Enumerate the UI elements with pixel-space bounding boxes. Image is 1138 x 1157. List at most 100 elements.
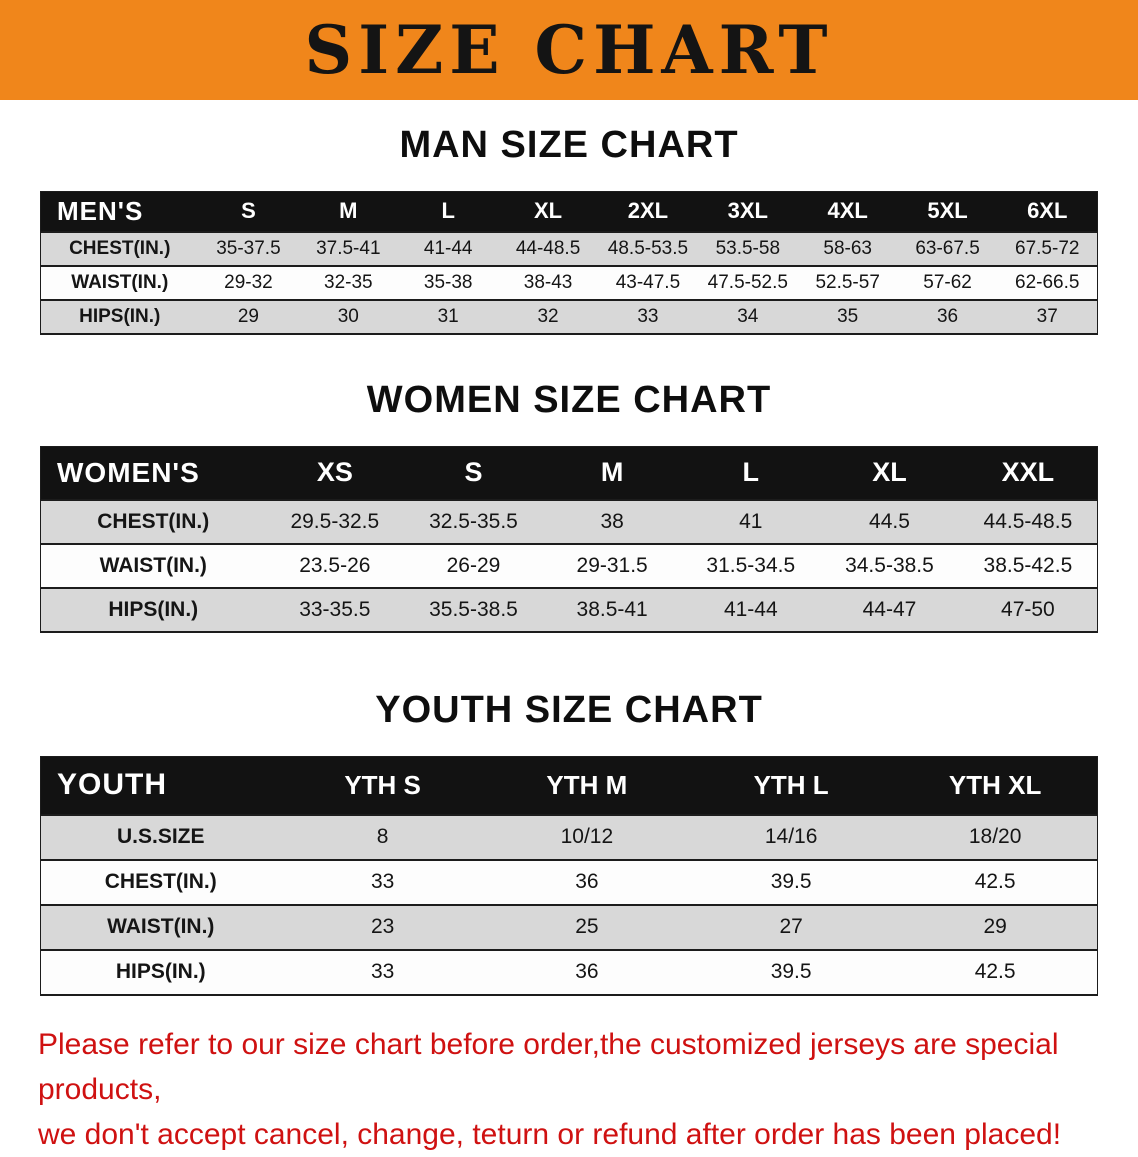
row-label: CHEST(IN.) bbox=[40, 499, 266, 544]
size-cell: 29-32 bbox=[198, 264, 299, 300]
size-cell: 8 bbox=[280, 813, 485, 860]
size-cell: 57-62 bbox=[897, 264, 998, 300]
row-label: CHEST(IN.) bbox=[40, 858, 281, 905]
size-cell: 31.5-34.5 bbox=[681, 543, 821, 588]
size-cell: 35.5-38.5 bbox=[404, 587, 543, 632]
size-cell: 39.5 bbox=[689, 858, 894, 905]
row-label: WAIST(IN.) bbox=[40, 903, 281, 950]
table-row: HIPS(IN.) 33 36 39.5 42.5 bbox=[40, 948, 1098, 995]
size-cell: 10/12 bbox=[484, 813, 689, 860]
size-cell: 25 bbox=[484, 903, 689, 950]
table-row: WAIST(IN.) 23 25 27 29 bbox=[40, 903, 1098, 950]
col-header: S bbox=[404, 446, 543, 500]
row-label: HIPS(IN.) bbox=[40, 948, 281, 995]
row-label: WAIST(IN.) bbox=[40, 543, 266, 588]
size-cell: 34.5-38.5 bbox=[820, 543, 959, 588]
women-table-title: WOMEN'S bbox=[40, 446, 266, 500]
size-cell: 18/20 bbox=[893, 813, 1098, 860]
size-cell: 47-50 bbox=[958, 587, 1098, 632]
disclaimer-note: Please refer to our size chart before or… bbox=[38, 1022, 1100, 1157]
men-section-heading: MAN SIZE CHART bbox=[399, 124, 739, 166]
size-cell: 23.5-26 bbox=[265, 543, 405, 588]
size-cell: 14/16 bbox=[689, 813, 894, 860]
size-cell: 35-37.5 bbox=[198, 230, 299, 266]
col-header: L bbox=[398, 191, 499, 232]
size-cell: 29 bbox=[198, 298, 299, 334]
table-row: CHEST(IN.) 29.5-32.5 32.5-35.5 38 41 44.… bbox=[40, 499, 1098, 544]
table-row: HIPS(IN.) 33-35.5 35.5-38.5 38.5-41 41-4… bbox=[40, 587, 1098, 632]
size-cell: 31 bbox=[398, 298, 499, 334]
size-cell: 44-48.5 bbox=[498, 230, 598, 266]
size-cell: 67.5-72 bbox=[997, 230, 1098, 266]
men-header-row: MEN'S S M L XL 2XL 3XL 4XL 5XL 6XL bbox=[40, 191, 1098, 232]
size-cell: 53.5-58 bbox=[697, 230, 798, 266]
size-cell: 48.5-53.5 bbox=[598, 230, 698, 266]
row-label: WAIST(IN.) bbox=[40, 264, 199, 300]
size-cell: 29-31.5 bbox=[542, 543, 682, 588]
size-cell: 38.5-41 bbox=[542, 587, 682, 632]
size-cell: 41-44 bbox=[398, 230, 499, 266]
col-header: 2XL bbox=[598, 191, 698, 232]
size-cell: 38-43 bbox=[498, 264, 598, 300]
size-cell: 37.5-41 bbox=[298, 230, 399, 266]
youth-size-table: YOUTH YTH S YTH M YTH L YTH XL U.S.SIZE … bbox=[40, 756, 1098, 996]
size-cell: 30 bbox=[298, 298, 399, 334]
size-cell: 32-35 bbox=[298, 264, 399, 300]
size-cell: 38.5-42.5 bbox=[958, 543, 1098, 588]
size-cell: 23 bbox=[280, 903, 485, 950]
size-cell: 42.5 bbox=[893, 858, 1098, 905]
row-label: U.S.SIZE bbox=[40, 813, 281, 860]
youth-section-heading: YOUTH SIZE CHART bbox=[375, 689, 763, 731]
men-size-section: MAN SIZE CHART MEN'S S M L XL 2XL 3XL 4X… bbox=[0, 124, 1138, 335]
size-cell: 52.5-57 bbox=[797, 264, 898, 300]
col-header: L bbox=[681, 446, 821, 500]
size-cell: 63-67.5 bbox=[897, 230, 998, 266]
col-header: M bbox=[542, 446, 682, 500]
size-cell: 33-35.5 bbox=[265, 587, 405, 632]
size-cell: 29.5-32.5 bbox=[265, 499, 405, 544]
col-header: XL bbox=[820, 446, 959, 500]
size-cell: 41 bbox=[681, 499, 821, 544]
size-cell: 35-38 bbox=[398, 264, 499, 300]
youth-header-row: YOUTH YTH S YTH M YTH L YTH XL bbox=[40, 756, 1098, 815]
table-row: WAIST(IN.) 23.5-26 26-29 29-31.5 31.5-34… bbox=[40, 543, 1098, 588]
col-header: XXL bbox=[958, 446, 1098, 500]
size-cell: 44.5-48.5 bbox=[958, 499, 1098, 544]
col-header: XL bbox=[498, 191, 598, 232]
size-cell: 58-63 bbox=[797, 230, 898, 266]
col-header: 5XL bbox=[897, 191, 998, 232]
col-header: YTH XL bbox=[893, 756, 1098, 815]
size-cell: 26-29 bbox=[404, 543, 543, 588]
table-row: CHEST(IN.) 33 36 39.5 42.5 bbox=[40, 858, 1098, 905]
size-cell: 43-47.5 bbox=[598, 264, 698, 300]
size-cell: 36 bbox=[897, 298, 998, 334]
women-section-heading: WOMEN SIZE CHART bbox=[366, 378, 772, 421]
size-cell: 37 bbox=[997, 298, 1098, 334]
table-row: CHEST(IN.) 35-37.5 37.5-41 41-44 44-48.5… bbox=[40, 230, 1098, 266]
size-cell: 33 bbox=[598, 298, 698, 334]
size-cell: 42.5 bbox=[893, 948, 1098, 995]
row-label: HIPS(IN.) bbox=[40, 298, 199, 334]
women-header-row: WOMEN'S XS S M L XL XXL bbox=[40, 446, 1098, 500]
size-cell: 32.5-35.5 bbox=[404, 499, 543, 544]
men-size-table: MEN'S S M L XL 2XL 3XL 4XL 5XL 6XL CHEST… bbox=[40, 191, 1098, 335]
size-cell: 35 bbox=[797, 298, 898, 334]
col-header: 4XL bbox=[797, 191, 898, 232]
col-header: 6XL bbox=[997, 191, 1098, 232]
col-header: S bbox=[198, 191, 299, 232]
size-cell: 38 bbox=[542, 499, 682, 544]
size-cell: 62-66.5 bbox=[997, 264, 1098, 300]
size-cell: 44-47 bbox=[820, 587, 959, 632]
size-cell: 39.5 bbox=[689, 948, 894, 995]
size-cell: 36 bbox=[484, 858, 689, 905]
women-size-table: WOMEN'S XS S M L XL XXL CHEST(IN.) 29.5-… bbox=[40, 445, 1098, 633]
table-row: U.S.SIZE 8 10/12 14/16 18/20 bbox=[40, 813, 1098, 860]
size-cell: 41-44 bbox=[681, 587, 821, 632]
size-cell: 32 bbox=[498, 298, 598, 334]
size-cell: 44.5 bbox=[820, 499, 959, 544]
col-header: 3XL bbox=[697, 191, 798, 232]
col-header: YTH S bbox=[280, 756, 485, 815]
col-header: YTH L bbox=[689, 756, 894, 815]
disclaimer-line-1: Please refer to our size chart before or… bbox=[38, 1027, 1059, 1106]
size-cell: 27 bbox=[689, 903, 894, 950]
